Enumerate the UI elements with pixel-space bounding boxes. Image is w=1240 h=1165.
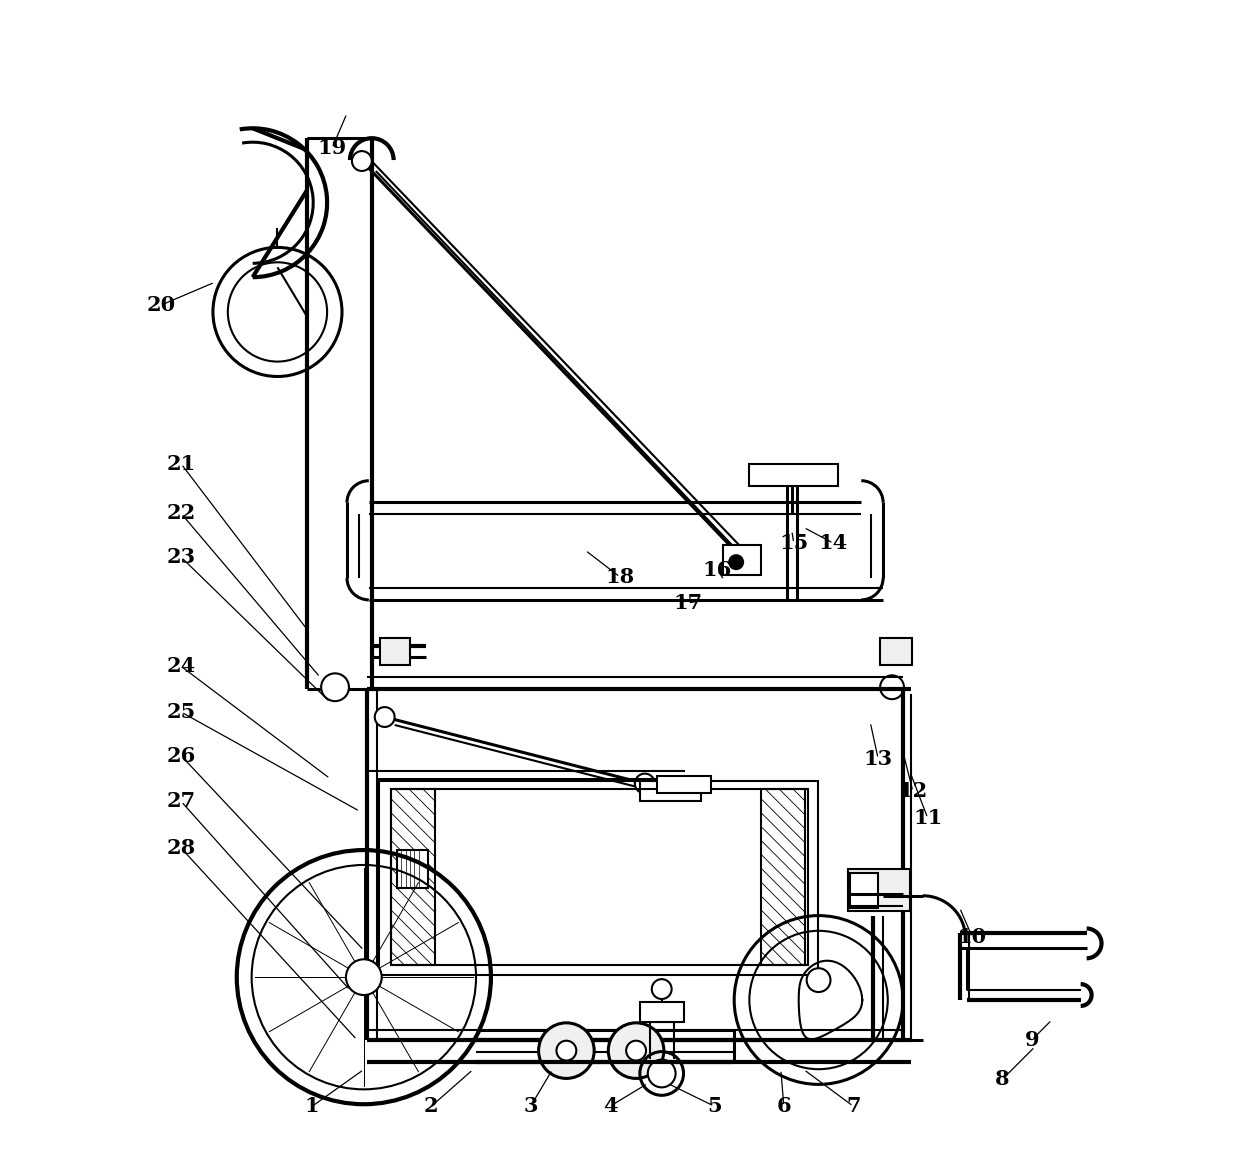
Circle shape [374, 707, 394, 727]
Text: 21: 21 [166, 454, 196, 474]
Text: 3: 3 [523, 1096, 538, 1116]
Circle shape [538, 1023, 594, 1079]
Circle shape [635, 774, 655, 793]
Text: 4: 4 [603, 1096, 618, 1116]
Bar [640, 1002, 683, 1022]
Bar [657, 776, 712, 793]
Text: 1: 1 [305, 1096, 320, 1116]
Bar [749, 464, 838, 486]
Text: 22: 22 [166, 503, 196, 523]
Text: 9: 9 [1024, 1030, 1039, 1050]
Bar [880, 637, 911, 665]
Bar [851, 873, 878, 908]
Text: 13: 13 [863, 749, 893, 769]
Text: 27: 27 [166, 791, 196, 812]
Circle shape [647, 1059, 676, 1087]
Text: 18: 18 [605, 567, 635, 587]
Circle shape [557, 1040, 577, 1060]
Text: 14: 14 [818, 534, 848, 553]
Circle shape [729, 556, 743, 569]
Bar [848, 869, 910, 911]
Text: 2: 2 [424, 1096, 439, 1116]
Text: 11: 11 [913, 809, 942, 828]
Text: 26: 26 [166, 746, 196, 765]
Circle shape [880, 676, 904, 699]
Bar [378, 781, 818, 975]
Bar [391, 789, 808, 966]
Text: 19: 19 [317, 139, 347, 158]
Bar [723, 545, 761, 576]
Text: 15: 15 [779, 534, 808, 553]
Circle shape [352, 151, 372, 171]
Text: 8: 8 [994, 1069, 1009, 1089]
Text: 6: 6 [776, 1096, 791, 1116]
Circle shape [807, 968, 831, 993]
Text: 28: 28 [166, 838, 196, 859]
Text: 7: 7 [846, 1096, 861, 1116]
Text: 20: 20 [146, 295, 176, 315]
Bar [379, 637, 409, 665]
Circle shape [626, 1040, 646, 1060]
Text: 25: 25 [166, 702, 196, 722]
Text: 12: 12 [898, 782, 928, 802]
Text: 17: 17 [673, 593, 702, 613]
Text: 23: 23 [166, 548, 196, 567]
Bar [640, 779, 702, 802]
Text: 10: 10 [957, 927, 987, 947]
Bar [397, 850, 428, 888]
Circle shape [346, 959, 382, 995]
Circle shape [321, 673, 348, 701]
Text: 24: 24 [166, 656, 196, 677]
Text: 16: 16 [703, 560, 732, 580]
Text: 5: 5 [707, 1096, 722, 1116]
Circle shape [652, 979, 672, 1000]
Bar [391, 789, 435, 966]
Bar [761, 789, 806, 966]
Circle shape [609, 1023, 663, 1079]
